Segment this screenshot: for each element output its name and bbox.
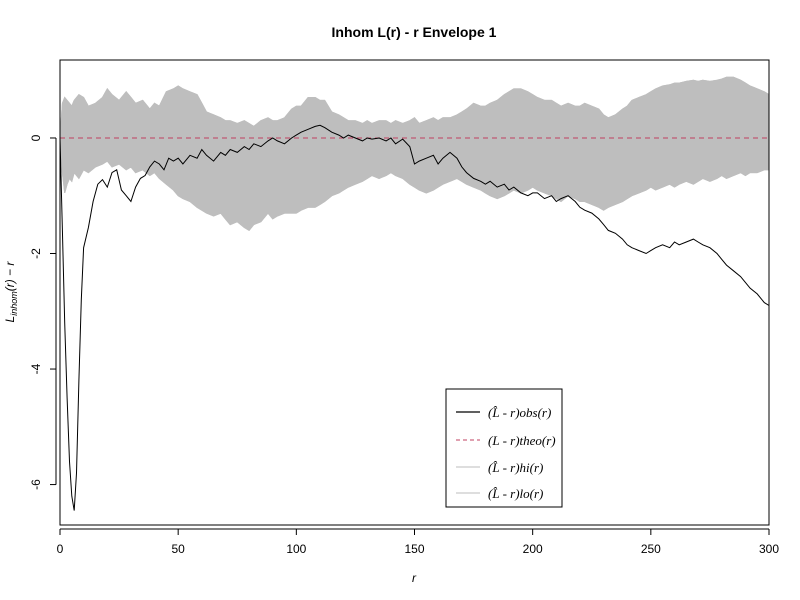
series-line-lo (59, 137, 769, 232)
legend-entry-lo: (L̂ - r)lo(r) (488, 486, 543, 501)
x-tick-label: 0 (57, 542, 64, 556)
series-line-obs (59, 124, 770, 511)
series-line-hi (59, 76, 770, 139)
envelope-layer (59, 76, 770, 232)
x-tick-label: 50 (171, 542, 185, 556)
legend-box (445, 388, 563, 508)
y-tick-label: 0 (29, 134, 43, 141)
plot-frame (59, 59, 770, 526)
x-axis-label: r (412, 571, 417, 585)
x-tick-label: 300 (759, 542, 779, 556)
envelope-band (59, 76, 770, 232)
legend: (L̂ - r)obs(r) (L - r)theo(r) (L̂ - r)hi… (445, 388, 563, 508)
x-tick-label: 150 (404, 542, 424, 556)
x-axis: 0 50 100 150 200 250 300 (57, 528, 779, 556)
svg-text:Linhom(r) − r: Linhom(r) − r (3, 261, 19, 323)
y-axis-label: Linhom(r) − r (3, 261, 19, 323)
y-tick-label: -2 (29, 248, 43, 259)
y-axis: -6 -4 -2 0 (29, 134, 57, 490)
legend-entry-obs: (L̂ - r)obs(r) (488, 405, 551, 420)
legend-entry-theo: (L - r)theo(r) (488, 433, 556, 448)
x-tick-label: 100 (286, 542, 306, 556)
x-tick-label: 250 (641, 542, 661, 556)
y-tick-label: -4 (29, 363, 43, 374)
chart-title: Inhom L(r) - r Envelope 1 (332, 24, 497, 40)
x-tick-label: 200 (523, 542, 543, 556)
legend-entry-hi: (L̂ - r)hi(r) (488, 460, 543, 475)
y-tick-label: -6 (29, 479, 43, 490)
obs-layer (59, 124, 770, 511)
